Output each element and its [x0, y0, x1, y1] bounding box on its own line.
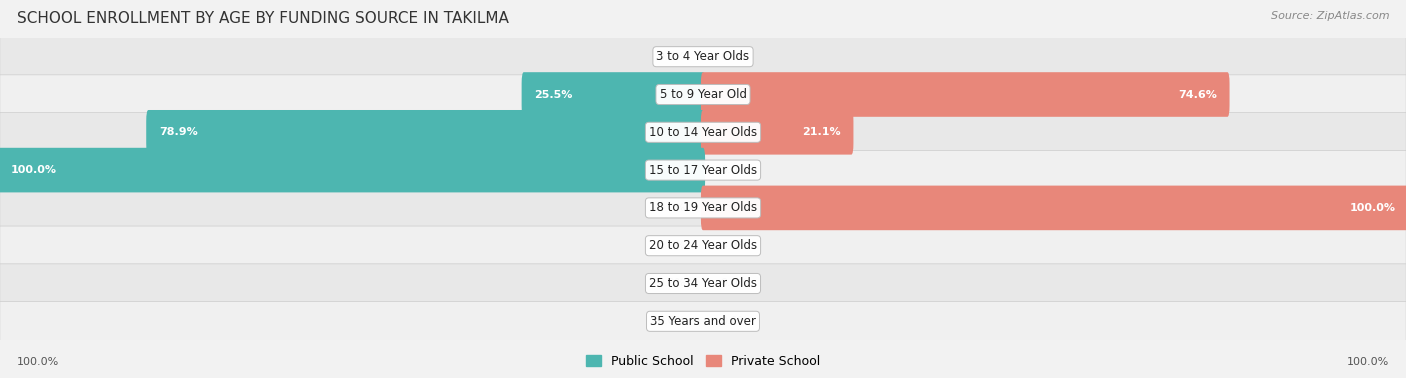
Text: 0.0%: 0.0% — [657, 203, 686, 213]
Text: 0.0%: 0.0% — [657, 279, 686, 288]
Text: 18 to 19 Year Olds: 18 to 19 Year Olds — [650, 201, 756, 214]
Text: 0.0%: 0.0% — [721, 52, 749, 62]
FancyBboxPatch shape — [0, 226, 1406, 265]
Text: 100.0%: 100.0% — [1350, 203, 1395, 213]
Text: 78.9%: 78.9% — [159, 127, 198, 137]
FancyBboxPatch shape — [146, 110, 704, 155]
Text: 0.0%: 0.0% — [721, 241, 749, 251]
Text: SCHOOL ENROLLMENT BY AGE BY FUNDING SOURCE IN TAKILMA: SCHOOL ENROLLMENT BY AGE BY FUNDING SOUR… — [17, 11, 509, 26]
Text: 100.0%: 100.0% — [17, 357, 59, 367]
Text: 0.0%: 0.0% — [657, 316, 686, 326]
Text: 5 to 9 Year Old: 5 to 9 Year Old — [659, 88, 747, 101]
FancyBboxPatch shape — [0, 150, 1406, 190]
FancyBboxPatch shape — [0, 37, 1406, 76]
Legend: Public School, Private School: Public School, Private School — [586, 355, 820, 368]
FancyBboxPatch shape — [700, 186, 1406, 230]
Text: 25 to 34 Year Olds: 25 to 34 Year Olds — [650, 277, 756, 290]
Text: 0.0%: 0.0% — [657, 52, 686, 62]
Text: 100.0%: 100.0% — [10, 165, 56, 175]
FancyBboxPatch shape — [700, 72, 1229, 117]
FancyBboxPatch shape — [0, 264, 1406, 303]
Text: 35 Years and over: 35 Years and over — [650, 315, 756, 328]
Text: 10 to 14 Year Olds: 10 to 14 Year Olds — [650, 126, 756, 139]
FancyBboxPatch shape — [522, 72, 706, 117]
FancyBboxPatch shape — [0, 75, 1406, 114]
Text: 3 to 4 Year Olds: 3 to 4 Year Olds — [657, 50, 749, 63]
Text: 25.5%: 25.5% — [534, 90, 572, 99]
FancyBboxPatch shape — [0, 113, 1406, 152]
FancyBboxPatch shape — [0, 148, 704, 192]
FancyBboxPatch shape — [0, 188, 1406, 228]
Text: 0.0%: 0.0% — [721, 165, 749, 175]
Text: 0.0%: 0.0% — [721, 279, 749, 288]
FancyBboxPatch shape — [0, 302, 1406, 341]
Text: 0.0%: 0.0% — [721, 316, 749, 326]
Text: 15 to 17 Year Olds: 15 to 17 Year Olds — [650, 164, 756, 177]
Text: 74.6%: 74.6% — [1178, 90, 1218, 99]
FancyBboxPatch shape — [700, 110, 853, 155]
Text: Source: ZipAtlas.com: Source: ZipAtlas.com — [1271, 11, 1389, 21]
Text: 100.0%: 100.0% — [1347, 357, 1389, 367]
Text: 21.1%: 21.1% — [803, 127, 841, 137]
Text: 0.0%: 0.0% — [657, 241, 686, 251]
Text: 20 to 24 Year Olds: 20 to 24 Year Olds — [650, 239, 756, 252]
